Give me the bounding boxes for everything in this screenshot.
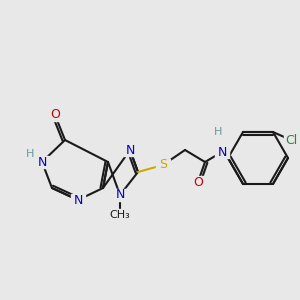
Bar [71, 194, 85, 206]
Bar [191, 176, 205, 188]
Bar [123, 144, 137, 156]
Bar [113, 189, 127, 201]
Text: N: N [73, 194, 83, 206]
Text: N: N [217, 146, 227, 158]
Bar [48, 109, 62, 121]
Text: Cl: Cl [285, 134, 297, 146]
Text: H: H [214, 127, 222, 137]
Text: N: N [115, 188, 125, 202]
Bar [156, 159, 170, 171]
Bar [25, 149, 35, 159]
Bar [215, 146, 229, 158]
Bar [284, 134, 298, 146]
Text: H: H [26, 149, 34, 159]
Text: N: N [37, 155, 47, 169]
Bar [35, 156, 49, 168]
Text: O: O [193, 176, 203, 188]
Text: S: S [159, 158, 167, 172]
Text: N: N [125, 143, 135, 157]
Text: O: O [50, 109, 60, 122]
Bar [211, 126, 225, 138]
Bar [113, 209, 127, 221]
Text: CH₃: CH₃ [110, 210, 130, 220]
